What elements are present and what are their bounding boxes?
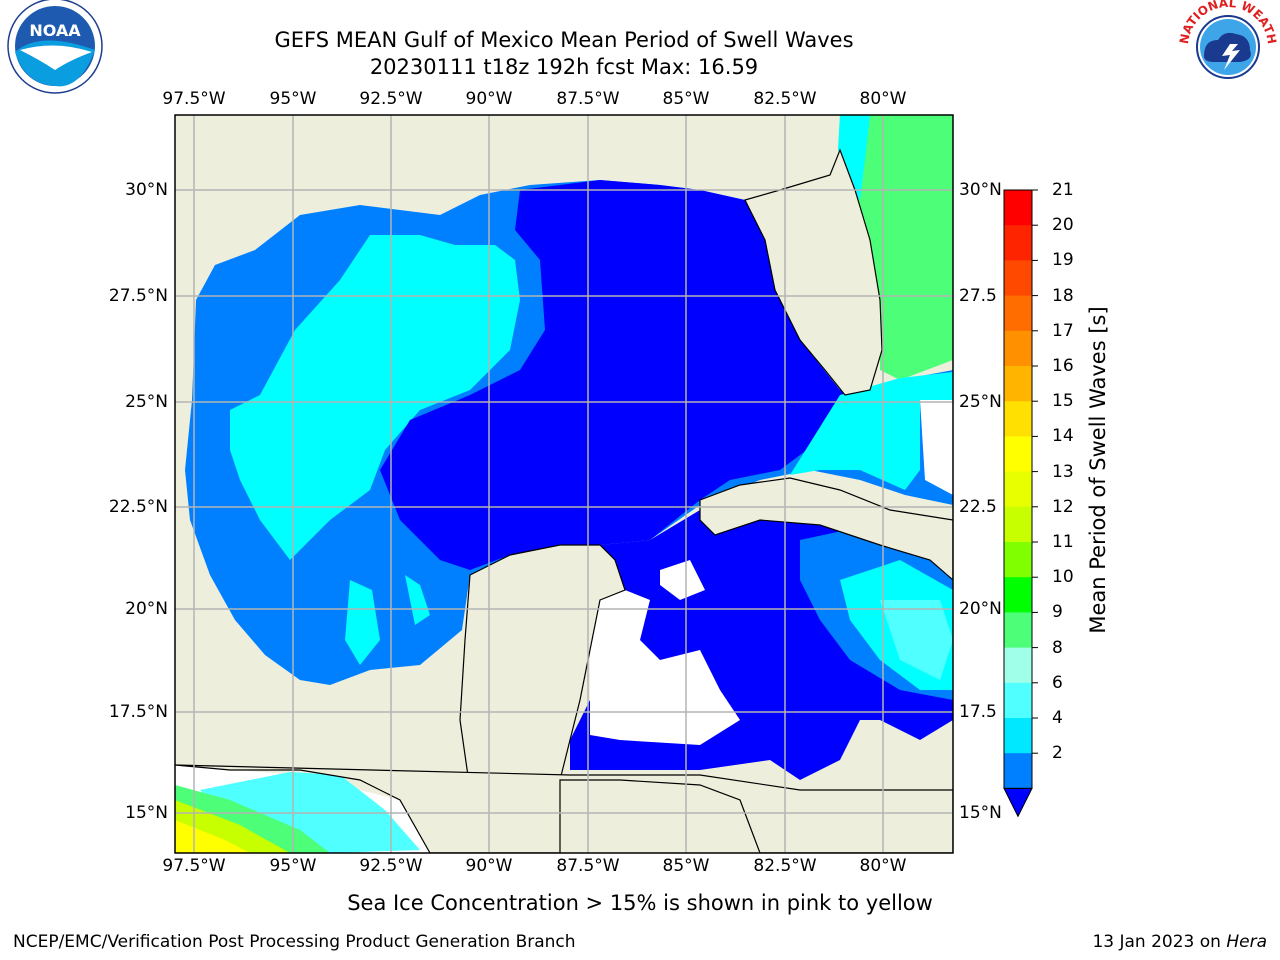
colorbar-tick-label: 10 <box>1052 567 1074 588</box>
lat-label-right: 22.5 <box>959 497 997 517</box>
lon-label-top: 92.5°W <box>359 89 423 109</box>
colorbar-tick-label: 21 <box>1052 180 1074 200</box>
colorbar-segment <box>1004 577 1032 613</box>
colorbar-segment <box>1004 612 1032 649</box>
colorbar-segment <box>1004 401 1032 437</box>
sea-ice-note-text: Sea Ice Concentration > 15% is shown in … <box>347 891 933 915</box>
lon-label-bottom: 90°W <box>465 856 513 876</box>
lon-label-bottom: 87.5°W <box>556 856 620 876</box>
colorbar-segment <box>1004 225 1032 261</box>
noaa-logo: NOAA <box>7 0 103 94</box>
colorbar-tick-label: 13 <box>1052 461 1074 482</box>
lat-label-left: 25°N <box>125 392 168 412</box>
lon-label-top: 90°W <box>465 89 513 109</box>
colorbar-tick-label: 20 <box>1052 215 1074 236</box>
colorbar-tick-label: 6 <box>1052 672 1063 693</box>
gulf-deep <box>380 180 870 570</box>
lat-label-right: 20°N <box>959 599 1002 619</box>
gulf-cyan <box>230 235 520 560</box>
colorbar-frame <box>1003 189 1033 789</box>
lon-label-bottom: 85°W <box>662 856 710 876</box>
lat-label-right: 30°N <box>959 180 1002 200</box>
colorbar-segment <box>1004 753 1032 789</box>
cuba <box>699 477 953 581</box>
colorbar-tick-label: 12 <box>1052 496 1074 517</box>
florida <box>744 148 883 396</box>
nws-logo: NATIONAL WEATHER SERVICE <box>0 0 1279 95</box>
lat-label-right: 25°N <box>959 392 1002 412</box>
colorbar-tick-label: 18 <box>1052 285 1074 306</box>
colorbar-tick-label: 9 <box>1052 602 1063 623</box>
lon-label-bottom: 82.5°W <box>753 856 817 876</box>
svg-text:NATIONAL WEATHER SERVICE: NATIONAL WEATHER SERVICE <box>0 0 1279 45</box>
chart-title: GEFS MEAN Gulf of Mexico Mean Period of … <box>274 28 854 52</box>
lat-label-right: 27.5 <box>959 286 997 306</box>
colorbar-segment <box>1004 542 1032 578</box>
colorbar <box>1003 189 1038 818</box>
lat-label-right: 15°N <box>959 803 1002 823</box>
lon-label-top: 87.5°W <box>556 89 620 109</box>
lon-label-top: 80°W <box>859 89 907 109</box>
lon-label-bottom: 80°W <box>859 856 907 876</box>
colorbar-segment <box>1004 330 1032 367</box>
colorbar-tick-label: 16 <box>1052 356 1074 376</box>
lon-label-top: 97.5°W <box>162 89 226 109</box>
lat-label-left: 27.5°N <box>108 286 168 306</box>
colorbar-label: Mean Period of Swell Waves [s] <box>1086 306 1110 634</box>
lon-label-top: 85°W <box>662 89 710 109</box>
lat-label-left: 17.5°N <box>108 702 168 722</box>
lat-label-left: 20°N <box>125 599 168 619</box>
footer-date: 13 Jan 2023 on Hera <box>1092 932 1267 952</box>
footer-date-text: 13 Jan 2023 on <box>1092 932 1227 952</box>
colorbar-tick-label: 17 <box>1052 320 1074 341</box>
lat-label-right: 17.5 <box>959 702 997 722</box>
lon-label-bottom: 92.5°W <box>359 856 423 876</box>
lon-label-bottom: 97.5°W <box>162 856 226 876</box>
colorbar-tick-label: 11 <box>1052 532 1074 552</box>
colorbar-segment <box>1004 295 1032 332</box>
colorbar-segment <box>1004 190 1032 226</box>
colorbar-tick-label: 8 <box>1052 637 1063 658</box>
grid-lines <box>175 115 953 853</box>
chart-subtitle: 20230111 t18z 192h fcst Max: 16.59 <box>369 55 759 79</box>
lat-label-left: 30°N <box>125 180 168 200</box>
lat-label-left: 22.5°N <box>108 497 168 517</box>
map-area <box>175 115 953 853</box>
colorbar-segment <box>1004 718 1032 754</box>
lon-label-bottom: 95°W <box>269 856 317 876</box>
colorbar-tick-label: 4 <box>1052 708 1063 728</box>
svg-text:NOAA: NOAA <box>29 21 81 40</box>
footer-branch: NCEP/EMC/Verification Post Processing Pr… <box>13 932 576 952</box>
colorbar-segment <box>1004 436 1032 473</box>
lon-label-top: 82.5°W <box>753 89 817 109</box>
sea-ice-note: Sea Ice Concentration > 15% is shown in … <box>0 891 1280 915</box>
colorbar-segment <box>1004 506 1032 543</box>
map-frame <box>174 114 954 854</box>
footer-machine: Hera <box>1226 932 1267 952</box>
colorbar-tick-label: 15 <box>1052 391 1074 412</box>
lon-label-top: 95°W <box>269 89 317 109</box>
atlantic-green <box>838 115 953 380</box>
colorbar-tick-label: 19 <box>1052 250 1074 271</box>
colorbar-tick-label: 14 <box>1052 426 1074 447</box>
colorbar-extend-arrow <box>1003 787 1033 818</box>
lat-label-left: 15°N <box>125 803 168 823</box>
colorbar-tick-label: 2 <box>1052 743 1063 764</box>
colorbar-segment <box>1004 366 1032 402</box>
colorbar-segment <box>1004 647 1032 684</box>
colorbar-segment <box>1004 682 1032 719</box>
colorbar-segment <box>1004 260 1032 297</box>
colorbar-segment <box>1004 471 1032 508</box>
